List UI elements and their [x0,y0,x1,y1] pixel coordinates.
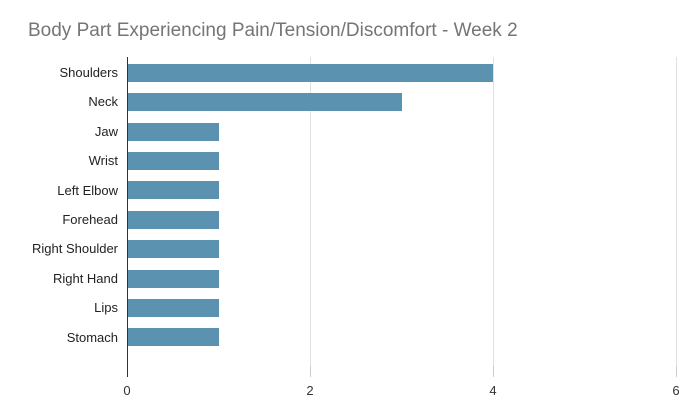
chart-title: Body Part Experiencing Pain/Tension/Disc… [28,20,518,41]
bar-shoulders [128,63,493,82]
gridline-x-6 [676,57,677,366]
x-axis-label-0: 0 [123,383,131,398]
y-axis-line [127,57,128,377]
bar-left-elbow [128,181,219,200]
category-label-stomach: Stomach [66,329,118,345]
bar-forehead [128,210,219,229]
category-label-forehead: Forehead [62,212,118,227]
x-axis-label-2: 2 [306,383,314,398]
bar-stomach [128,328,219,347]
x-axis-label-6: 6 [672,383,680,398]
gridline-x-4 [493,57,494,366]
bar-right-shoulder [128,240,219,259]
bar-right-hand [128,269,219,288]
category-label-right-hand: Right Hand [52,270,118,286]
bar-lips [128,298,219,317]
x-axis-tick-2 [310,366,311,377]
bar-neck [128,93,402,112]
category-label-wrist: Wrist [88,153,118,169]
category-label-jaw: Jaw [94,123,118,139]
bar-jaw [128,122,219,141]
category-label-shoulders: Shoulders [59,65,118,80]
x-axis-tick-6 [676,366,677,377]
x-axis-tick-4 [493,366,494,377]
bar-wrist [128,151,219,170]
category-label-lips: Lips [94,300,118,316]
category-label-left-elbow: Left Elbow [57,182,118,198]
category-label-right-shoulder: Right Shoulder [32,241,118,257]
gridline-x-2 [310,57,311,366]
category-label-neck: Neck [88,94,118,110]
x-axis-label-4: 4 [489,383,497,398]
